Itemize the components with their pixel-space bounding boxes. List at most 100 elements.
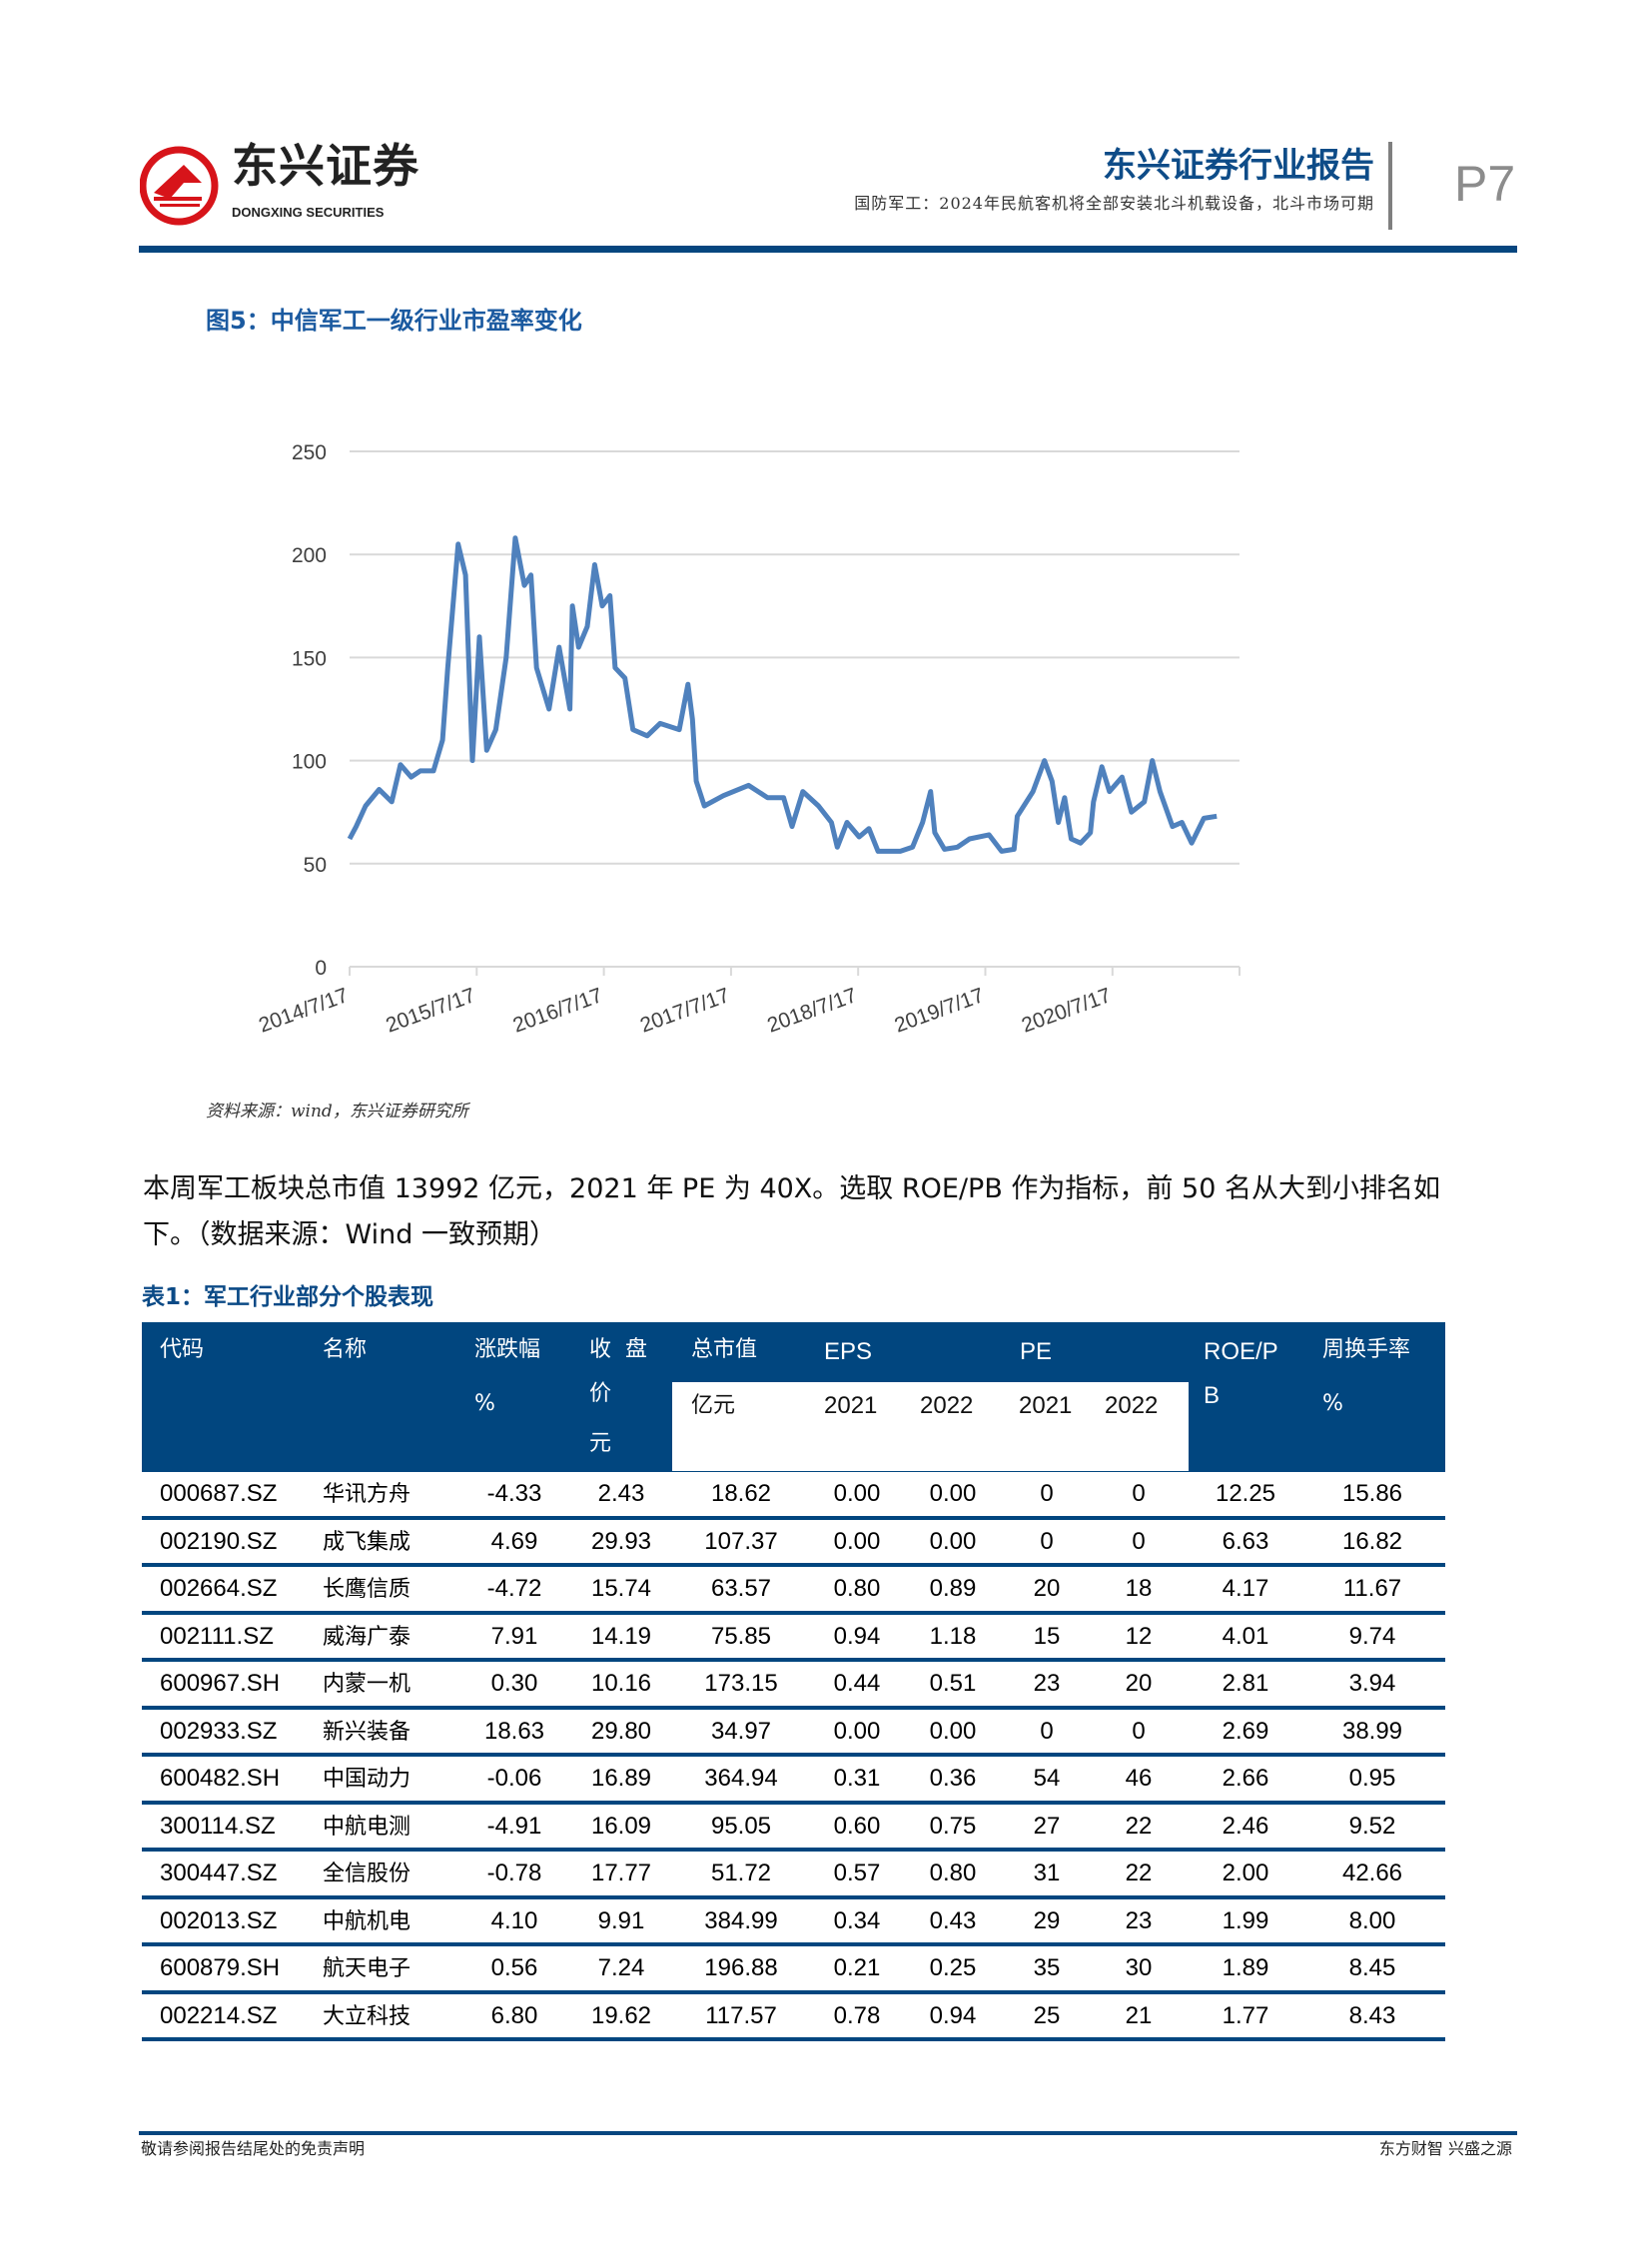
cell-pe-2021: 31 [1033, 1860, 1061, 1886]
cell-turnover: 42.66 [1341, 1860, 1403, 1886]
row-divider [142, 1753, 1445, 1757]
cell-mktcap: 51.72 [710, 1860, 772, 1886]
th-eps-2021: 2021 [824, 1392, 878, 1419]
cell-roe-pb: 1.77 [1222, 2001, 1269, 2029]
x-tick-label: 2014/7/17 [256, 984, 352, 1038]
cell-name: 中航电测 [323, 1814, 412, 1840]
th-close-2: 价 [589, 1381, 612, 1406]
cell-close: 16.09 [590, 1812, 652, 1840]
cell-change: -0.78 [486, 1860, 542, 1886]
row-divider [142, 1942, 1445, 1946]
row-divider [142, 1989, 1445, 1994]
x-tick-label: 2017/7/17 [637, 984, 733, 1038]
cell-eps-2022: 0.00 [929, 1717, 977, 1745]
cell-name: 航天电子 [323, 1956, 412, 1981]
cell-pe-2022: 20 [1125, 1670, 1153, 1697]
th-name: 名称 [323, 1337, 368, 1362]
cell-name: 长鹰信质 [323, 1577, 412, 1602]
cell-eps-2022: 0.51 [929, 1670, 977, 1697]
row-divider [142, 1563, 1445, 1567]
cell-pe-2021: 54 [1033, 1765, 1061, 1792]
logo-text-cn: 东兴证券 [232, 139, 419, 193]
body-text-line2: 下。（数据来源：Wind 一致预期） [143, 1219, 556, 1250]
cell-mktcap: 63.57 [710, 1575, 772, 1602]
y-tick-label: 100 [292, 751, 327, 774]
cell-pe-2022: 21 [1125, 2001, 1153, 2029]
report-title: 东兴证券行业报告 [1103, 146, 1374, 186]
th-mktcap: 总市值 [691, 1337, 758, 1362]
footer-rule [139, 2131, 1517, 2135]
cell-pe-2022: 23 [1125, 1906, 1153, 1934]
cell-change: 7.91 [490, 1622, 538, 1650]
cell-eps-2022: 0.80 [929, 1860, 977, 1886]
cell-mktcap: 34.97 [710, 1717, 772, 1745]
cell-close: 19.62 [590, 2001, 652, 2029]
table-row: 002214.SZ 大立科技 6.80 19.62 117.57 0.78 0.94 25 21… [142, 1994, 1445, 2041]
cell-mktcap: 95.05 [710, 1812, 772, 1840]
table-row: 000687.SZ 华讯方舟 -4.33 2.43 18.62 0.00 0.00 0 0 12.… [142, 1472, 1445, 1520]
table-row: 300114.SZ 中航电测 -4.91 16.09 95.05 0.60 0.75 27 22… [142, 1805, 1445, 1852]
pe-line-chart: 0 50 100 150 200 250 2014/7/17 2015/7/17 2016/7… [256, 441, 1240, 1038]
cell-pe-2022: 0 [1132, 1480, 1146, 1507]
report-subtitle: 国防军工：2024年民航客机将全部安装北斗机载设备，北斗市场可期 [854, 194, 1374, 213]
cell-turnover: 9.74 [1348, 1622, 1396, 1650]
cell-code: 600967.SH [160, 1670, 281, 1697]
cell-roe-pb: 12.25 [1215, 1480, 1276, 1507]
cell-close: 2.43 [597, 1480, 645, 1507]
cell-change: -0.06 [486, 1765, 542, 1792]
cell-eps-2021: 0.57 [833, 1860, 881, 1886]
cell-eps-2021: 0.31 [833, 1765, 881, 1792]
body-text-line1: 本周军工板块总市值 13992 亿元，2021 年 PE 为 40X。选取 RO… [143, 1173, 1440, 1204]
cell-mktcap: 196.88 [704, 1954, 778, 1981]
cell-code: 002111.SZ [160, 1622, 274, 1650]
cell-pe-2021: 23 [1033, 1670, 1061, 1697]
cell-code: 300114.SZ [160, 1812, 276, 1840]
cell-eps-2022: 0.75 [929, 1812, 977, 1840]
cell-roe-pb: 2.66 [1222, 1765, 1269, 1792]
table-row: 002664.SZ 长鹰信质 -4.72 15.74 63.57 0.80 0.89 20 18… [142, 1567, 1445, 1615]
cell-pe-2021: 15 [1033, 1622, 1061, 1650]
cell-turnover: 8.45 [1348, 1954, 1396, 1981]
table-row: 002190.SZ 成飞集成 4.69 29.93 107.37 0.00 0.00 0 0 6.… [142, 1520, 1445, 1567]
cell-change: 4.10 [490, 1906, 538, 1934]
cell-code: 002214.SZ [160, 2001, 278, 2029]
cell-eps-2021: 0.21 [833, 1954, 881, 1981]
th-eps: EPS [824, 1338, 873, 1365]
cell-code: 002664.SZ [160, 1575, 278, 1602]
table-row: 600879.SH 航天电子 0.56 7.24 196.88 0.21 0.25 35 30 1… [142, 1946, 1445, 1994]
cell-eps-2022: 0.43 [929, 1906, 977, 1934]
cell-pe-2021: 27 [1033, 1812, 1061, 1840]
cell-pe-2022: 30 [1125, 1954, 1153, 1981]
cell-name: 华讯方舟 [323, 1482, 412, 1507]
cell-code: 600879.SH [160, 1954, 281, 1981]
table-row: 600967.SH 内蒙一机 0.30 10.16 173.15 0.44 0.51 23 20… [142, 1662, 1445, 1710]
cell-code: 600482.SH [160, 1765, 281, 1792]
cell-close: 14.19 [590, 1622, 652, 1650]
th-change-unit: % [474, 1391, 495, 1416]
row-divider [142, 1515, 1445, 1520]
cell-eps-2021: 0.34 [833, 1906, 881, 1934]
x-tick-label: 2020/7/17 [1019, 984, 1115, 1038]
x-tick-label: 2019/7/17 [892, 984, 988, 1038]
cell-eps-2022: 0.00 [929, 1480, 977, 1507]
cell-pe-2022: 0 [1132, 1717, 1146, 1745]
cell-turnover: 38.99 [1341, 1717, 1403, 1745]
cell-turnover: 3.94 [1348, 1670, 1396, 1697]
cell-roe-pb: 2.81 [1222, 1670, 1269, 1697]
cell-roe-pb: 4.01 [1222, 1622, 1269, 1650]
cell-code: 002013.SZ [160, 1906, 278, 1934]
cell-eps-2021: 0.60 [833, 1812, 881, 1840]
cell-mktcap: 75.85 [710, 1622, 772, 1650]
cell-pe-2022: 0 [1132, 1527, 1146, 1555]
cell-turnover: 11.67 [1342, 1575, 1402, 1602]
cell-roe-pb: 1.99 [1222, 1906, 1269, 1934]
cell-eps-2021: 0.00 [833, 1717, 881, 1745]
cell-pe-2021: 0 [1040, 1527, 1054, 1555]
table-subheader-panel [672, 1382, 1189, 1471]
cell-roe-pb: 1.89 [1222, 1954, 1269, 1981]
cell-turnover: 16.82 [1341, 1527, 1403, 1555]
cell-eps-2021: 0.80 [833, 1575, 881, 1602]
cell-code: 002933.SZ [160, 1717, 278, 1745]
header-divider [1388, 142, 1392, 230]
cell-roe-pb: 6.63 [1222, 1527, 1269, 1555]
